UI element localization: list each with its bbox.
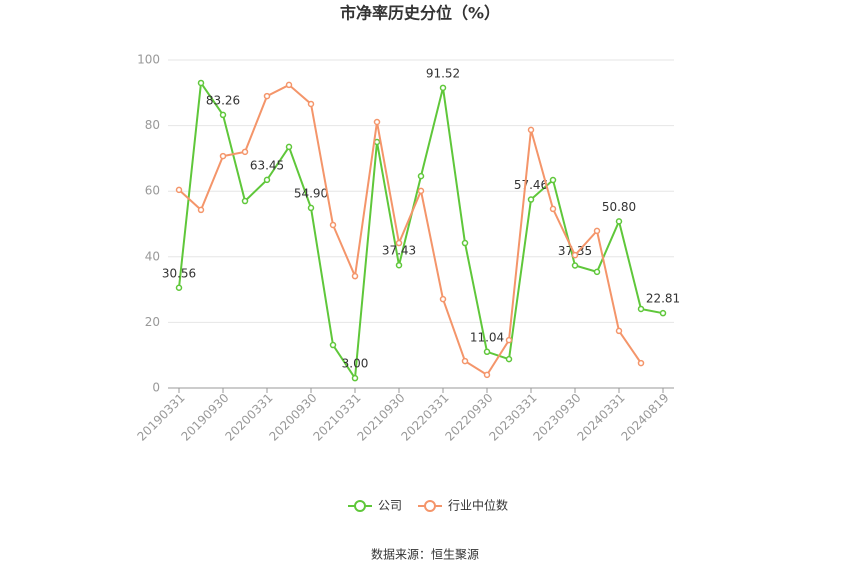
data-label: 63.45 (250, 158, 284, 172)
y-tick-label: 20 (145, 315, 160, 329)
point (593, 268, 601, 276)
point (175, 284, 183, 292)
chart-title: 市净率历史分位（%） (340, 4, 500, 23)
point (483, 371, 491, 379)
point (637, 359, 645, 367)
point (285, 143, 293, 151)
data-label: 30.56 (162, 266, 196, 280)
y-tick-label: 80 (145, 118, 160, 132)
data-label: 11.04 (470, 330, 504, 344)
point (439, 295, 447, 303)
point (549, 205, 557, 213)
legend-label: 行业中位数 (448, 498, 508, 513)
point (373, 118, 381, 126)
point (329, 341, 337, 349)
data-label: 54.90 (294, 186, 328, 200)
point (197, 79, 205, 87)
point (439, 84, 447, 92)
point (615, 218, 623, 225)
legend-label: 公司 (378, 499, 402, 513)
source: 数据来源：恒生聚源 (371, 547, 479, 562)
legend-marker (424, 500, 436, 512)
point (527, 126, 535, 134)
data-label: 50.80 (602, 200, 636, 214)
point (395, 239, 403, 247)
point (505, 355, 513, 363)
y-tick-label: 100 (137, 53, 160, 67)
point (219, 152, 227, 160)
point (505, 336, 513, 344)
point (263, 176, 271, 184)
point (483, 348, 491, 356)
point (351, 272, 359, 280)
point (417, 172, 425, 180)
point (571, 251, 579, 259)
data-label: 37.35 (558, 244, 592, 258)
point (219, 111, 227, 119)
point (637, 305, 645, 313)
data-label: 57.46 (514, 178, 548, 192)
point (307, 100, 315, 108)
y-tick-label: 60 (145, 184, 160, 198)
point (285, 81, 293, 89)
data-label: 22.81 (646, 292, 680, 306)
point (241, 148, 249, 156)
point (549, 176, 557, 184)
point (417, 187, 425, 195)
x-tick-label: 20240819 (619, 391, 672, 444)
point (263, 92, 271, 100)
series-line (178, 80, 664, 382)
data-label: 37.43 (382, 244, 416, 258)
point (351, 374, 359, 382)
point (593, 227, 601, 235)
point (329, 221, 337, 229)
point (615, 327, 623, 335)
data-label: 83.26 (206, 93, 240, 107)
point (241, 197, 249, 205)
point (395, 261, 403, 269)
point (571, 262, 579, 269)
data-label: 3.00 (342, 357, 369, 371)
data-label: 91.52 (426, 66, 460, 80)
y-tick-label: 0 (152, 381, 160, 395)
point (175, 186, 183, 194)
legend-marker (354, 500, 366, 512)
y-tick-label: 40 (145, 249, 160, 263)
point (197, 206, 205, 214)
point (461, 239, 469, 247)
point (527, 196, 535, 203)
point (659, 309, 667, 317)
series-line (178, 83, 642, 377)
point (307, 204, 315, 212)
point (461, 357, 469, 365)
